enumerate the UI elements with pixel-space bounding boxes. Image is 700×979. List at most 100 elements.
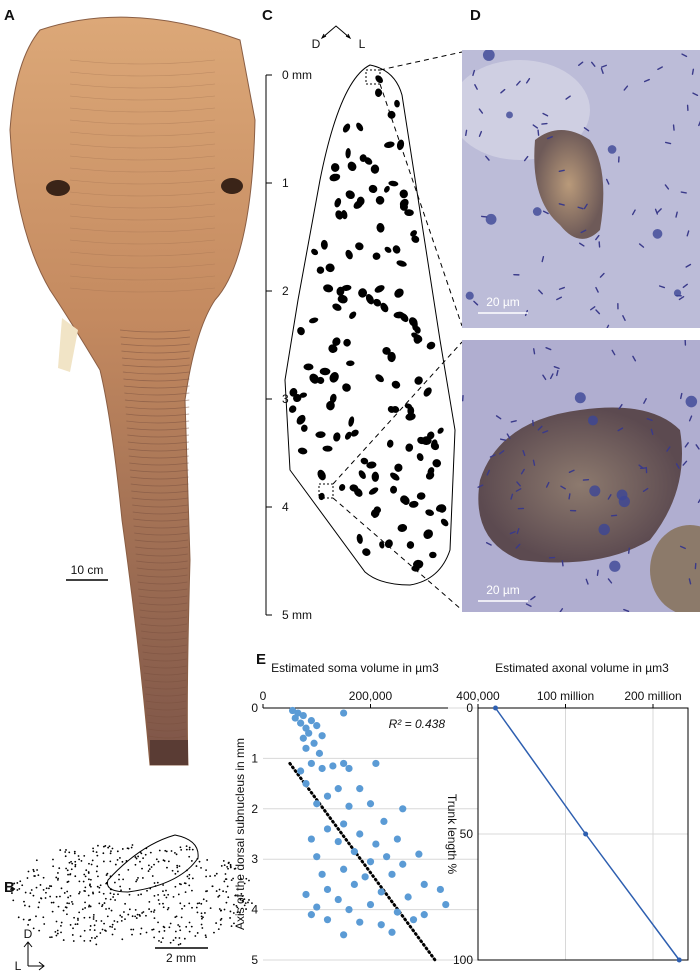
soma	[368, 486, 380, 496]
y-axis-title: Axis of the dorsal subnucleus in mm	[233, 738, 247, 930]
dot	[60, 925, 62, 927]
dot	[23, 901, 25, 903]
dot	[94, 937, 96, 939]
scatter-point	[345, 765, 352, 772]
dot	[132, 915, 134, 917]
dot	[84, 901, 86, 903]
dot	[68, 851, 70, 853]
dot	[42, 916, 44, 918]
soma	[390, 379, 401, 390]
dot	[226, 866, 228, 868]
dot	[66, 902, 68, 904]
speck	[542, 124, 547, 125]
panel-label: C	[262, 7, 273, 24]
dot	[205, 876, 207, 878]
speck	[501, 439, 506, 440]
y-tick-label: 100	[453, 953, 473, 967]
dot	[110, 892, 112, 894]
dot	[170, 942, 172, 944]
dot	[78, 858, 80, 860]
scatter-point	[302, 891, 309, 898]
dot	[97, 886, 99, 888]
soma	[347, 416, 355, 428]
dot	[189, 847, 191, 849]
dot	[89, 929, 91, 931]
dot	[84, 890, 86, 892]
dot	[88, 878, 90, 880]
dot	[65, 868, 67, 870]
dot	[197, 912, 199, 914]
dot	[179, 937, 181, 939]
dot	[119, 915, 121, 917]
soma	[374, 195, 385, 206]
y-tick-label: 0	[251, 701, 258, 715]
annotation: R² = 0.438	[389, 717, 446, 731]
dot	[95, 944, 97, 946]
soma	[287, 404, 297, 415]
speck	[674, 289, 681, 296]
dot	[72, 927, 74, 929]
dot	[179, 865, 181, 867]
soma	[322, 283, 334, 293]
soma	[370, 164, 379, 174]
depth-tick-label: 2	[282, 284, 289, 298]
dot	[137, 914, 139, 916]
dot	[67, 869, 69, 871]
dot	[189, 931, 191, 933]
dot	[32, 869, 34, 871]
soma	[295, 413, 308, 426]
dot	[209, 875, 211, 877]
dot	[196, 907, 198, 909]
soma	[357, 469, 367, 480]
dot	[83, 917, 85, 919]
dot	[75, 864, 77, 866]
scatter-point	[335, 785, 342, 792]
dot	[70, 861, 72, 863]
dot	[66, 891, 68, 893]
dot	[90, 925, 92, 927]
axis-dorsal: D	[312, 37, 321, 51]
scatter-point	[319, 765, 326, 772]
dot	[119, 886, 121, 888]
scatter-point	[351, 848, 358, 855]
speck	[589, 485, 600, 496]
dot	[157, 882, 159, 884]
dot	[171, 850, 173, 852]
y-tick-label: 0	[466, 701, 473, 715]
x-tick-label: 0	[260, 689, 267, 703]
dot	[130, 929, 132, 931]
scatter-point	[308, 717, 315, 724]
scatter-point	[313, 903, 320, 910]
speck	[538, 130, 539, 135]
panel-label: B	[4, 879, 15, 896]
dot	[140, 933, 142, 935]
dot	[83, 855, 85, 857]
dot	[68, 902, 70, 904]
dot	[103, 893, 105, 895]
dot	[136, 879, 138, 881]
dot	[230, 911, 232, 913]
scale-bar-label: 20 µm	[486, 295, 520, 309]
dot	[158, 931, 160, 933]
dot	[168, 926, 170, 928]
soma	[341, 382, 353, 394]
dot	[220, 919, 222, 921]
dot	[110, 898, 112, 900]
dot	[135, 856, 137, 858]
dot	[164, 930, 166, 932]
dot	[219, 889, 221, 891]
dot	[100, 884, 102, 886]
soma	[361, 547, 372, 557]
dot	[101, 920, 103, 922]
orientation-arrows	[322, 26, 350, 38]
soma	[346, 360, 355, 366]
scatter-point	[442, 901, 449, 908]
dot	[181, 916, 183, 918]
depth-tick-label: 1	[282, 176, 289, 190]
dot	[73, 917, 75, 919]
y-axis-title: Trunk length %	[445, 794, 459, 875]
soma	[296, 326, 306, 337]
dot	[227, 868, 229, 870]
dot	[191, 907, 193, 909]
dot	[218, 928, 220, 930]
